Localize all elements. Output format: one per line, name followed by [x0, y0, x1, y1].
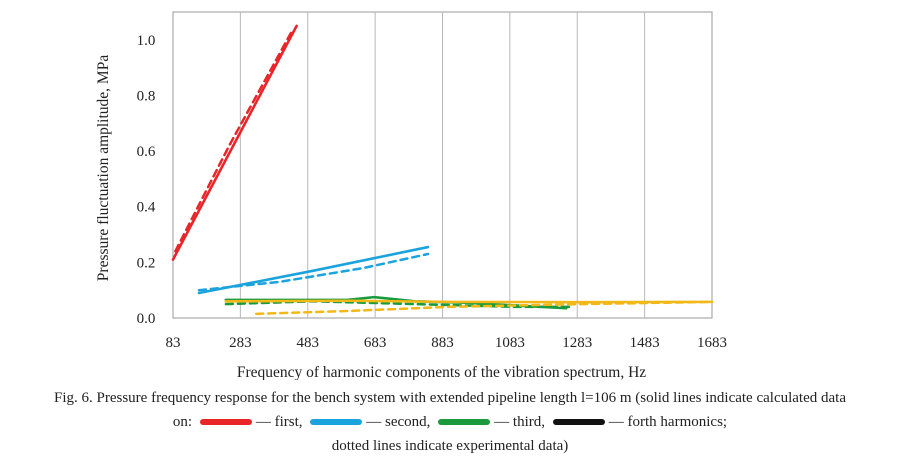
legend-swatch-first: [199, 418, 252, 425]
x-tick-label: 283: [229, 335, 252, 351]
caption-line-3: dotted lines indicate experimental data): [331, 438, 569, 454]
y-tick-label: 0.0: [137, 311, 156, 327]
x-tick-label: 1083: [495, 335, 525, 351]
series-forth-experimental-line: [254, 300, 714, 316]
y-tick-label: 0.2: [137, 255, 156, 271]
y-tick-label: 0.8: [137, 88, 156, 104]
figure-caption: Fig. 6. Pressure frequency response for …: [0, 386, 900, 458]
x-axis-title: Frequency of harmonic components of the …: [237, 364, 646, 380]
series-second-experimental-line: [197, 252, 430, 292]
chart-svg: 83 283 483 683 883 1083 1283 1483 1683 0.0 0.2 0.4 0…: [95, 11, 727, 380]
legend-label-first: — first,: [255, 414, 303, 430]
series-first-calculated-line: [171, 24, 298, 261]
legend-swatch-third: [438, 418, 491, 425]
series-first-experimental-line: [174, 27, 295, 253]
series-third-experimental-line: [224, 300, 571, 309]
legend-swatch-forth: [552, 418, 605, 425]
x-tick-label: 1683: [697, 335, 727, 351]
x-tick-label: 483: [297, 335, 320, 351]
series-forth-calculated-line: [224, 299, 714, 304]
y-axis-title: Pressure fluctuation amplitude, MPa: [95, 55, 112, 282]
y-tick-label: 0.4: [137, 200, 156, 216]
x-tick-label: 883: [431, 335, 454, 351]
x-tick-label: 83: [166, 335, 181, 351]
legend-label-forth: — forth harmonics;: [608, 414, 728, 430]
legend-label-second: — second,: [366, 414, 431, 430]
caption-on-prefix: on:: [172, 414, 193, 430]
legend-swatch-second: [310, 418, 363, 425]
legend-label-third: — third,: [494, 414, 546, 430]
x-tick-label: 683: [364, 335, 387, 351]
caption-line-1: Fig. 6. Pressure frequency response for …: [54, 390, 846, 406]
caption-line-2: on: — first, — second, — third, — forth …: [0, 410, 900, 434]
x-tick-label: 1483: [630, 335, 660, 351]
y-tick-label: 0.6: [137, 144, 156, 160]
x-tick-label: 1283: [562, 335, 592, 351]
chart: 83 283 483 683 883 1083 1283 1483 1683 0.0 0.2 0.4 0…: [95, 11, 727, 380]
series-second-calculated-line: [197, 245, 430, 295]
y-tick-label: 1.0: [137, 33, 156, 49]
